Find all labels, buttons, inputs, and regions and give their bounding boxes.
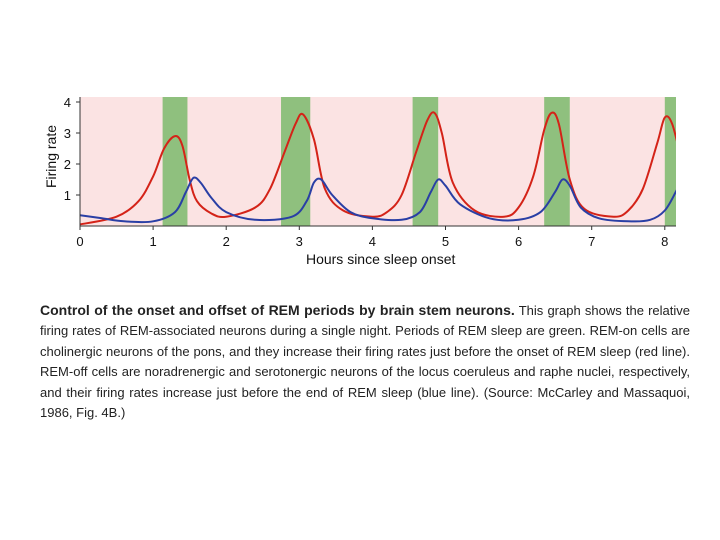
y-tick-label: 1: [64, 188, 71, 203]
x-tick-label: 3: [296, 234, 303, 249]
x-axis-title: Hours since sleep onset: [306, 251, 456, 267]
figure-caption: Control of the onset and offset of REM p…: [40, 300, 690, 423]
y-tick-label: 2: [64, 157, 71, 172]
firing-rate-chart: 0 1 2 3 4 5 6 7 8 1 2 3 4 Hours since sleep onset Fi…: [43, 95, 676, 267]
x-tick-label: 4: [369, 234, 376, 249]
axes: [76, 97, 676, 230]
rem-off-line: [80, 176, 676, 224]
x-tick-label: 6: [515, 234, 522, 249]
y-tick-label: 4: [64, 95, 71, 110]
y-axis-title: Firing rate: [43, 125, 59, 188]
x-tick-label: 5: [442, 234, 449, 249]
firing-rate-lines: [80, 111, 676, 226]
rem-on-line: [80, 111, 676, 226]
rem-period-band: [664, 97, 676, 226]
tick-labels: 0 1 2 3 4 5 6 7 8 1 2 3 4: [64, 95, 669, 249]
x-tick-label: 8: [661, 234, 668, 249]
rem-period-band: [162, 97, 188, 226]
y-tick-label: 3: [64, 126, 71, 141]
x-tick-label: 0: [76, 234, 83, 249]
rem-period-band: [412, 97, 439, 226]
rem-period-bands: [162, 97, 676, 226]
caption-title: Control of the onset and offset of REM p…: [40, 302, 515, 318]
caption-body: This graph shows the relative firing rat…: [40, 303, 690, 421]
x-tick-label: 1: [149, 234, 156, 249]
x-tick-label: 2: [223, 234, 230, 249]
x-tick-label: 7: [588, 234, 595, 249]
